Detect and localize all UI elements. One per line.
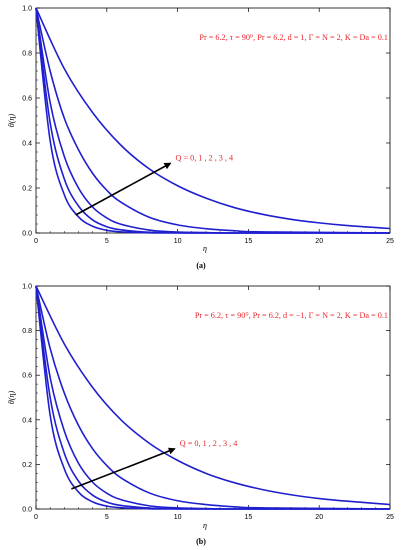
x-axis-label: η	[203, 521, 207, 530]
y-tick-label: 0.6	[22, 96, 32, 103]
panel-label: (b)	[196, 537, 206, 546]
x-tick-label: 0	[34, 238, 38, 245]
series-line-3	[35, 285, 391, 510]
x-tick-label: 10	[174, 514, 182, 521]
trend-arrow	[75, 162, 172, 216]
series-line-4	[35, 7, 391, 230]
series-line-2	[35, 7, 390, 234]
arrow-label: Q = 0, 1 , 2 , 3 , 4	[180, 439, 238, 448]
y-tick-label: 0.8	[22, 328, 32, 335]
panel-label: (a)	[196, 261, 206, 270]
x-tick-label: 25	[386, 514, 394, 521]
y-tick-label: 1.0	[22, 284, 32, 291]
y-tick-label: 0.6	[22, 373, 32, 380]
x-tick-label: 25	[386, 238, 394, 245]
y-tick-label: 0.4	[22, 141, 32, 148]
chart-panel-b: 0 5 10 15 20 25 0.0 0.2 0.4 0.6 0.8 1.0 η θ(η) Q = 0, …	[7, 284, 394, 547]
x-tick-label: 15	[245, 514, 253, 521]
y-tick-label: 0.0	[22, 507, 32, 514]
series-line-2	[35, 285, 390, 510]
y-axis-label: θ(η)	[7, 114, 16, 128]
params-annotation: Pr = 6.2, τ = 90⁰, Pr = 6.2, d = 1, Γ = …	[199, 33, 388, 42]
chart-panel-a: 0 5 10 15 20 25 0.0 0.2 0.4 0.6 0.8 1.0 η θ(η) Q = 0, …	[7, 6, 394, 271]
x-tick-label: 20	[315, 514, 323, 521]
y-tick-label: 0.0	[22, 231, 32, 238]
x-tick-label: 10	[174, 238, 182, 245]
x-tick-label: 5	[105, 238, 109, 245]
x-tick-label: 5	[105, 514, 109, 521]
y-tick-label: 0.2	[22, 186, 32, 193]
x-tick-label: 20	[315, 238, 323, 245]
y-tick-label: 0.4	[22, 417, 32, 424]
x-tick-label: 15	[245, 238, 253, 245]
arrow-label: Q = 0, 1 , 2 , 3 , 4	[176, 153, 234, 162]
y-tick-label: 0.2	[22, 462, 32, 469]
series-line-3	[35, 7, 391, 234]
series-line-4	[35, 285, 391, 506]
params-annotation: Pr = 6.2, τ = 90⁰, Pr = 6.2, d = −1, Γ =…	[195, 311, 388, 320]
trend-arrow	[71, 447, 176, 490]
x-axis-label: η	[203, 244, 207, 253]
y-tick-label: 1.0	[22, 6, 32, 13]
y-axis-label: θ(η)	[7, 391, 16, 405]
y-tick-label: 0.8	[22, 51, 32, 58]
x-tick-label: 0	[34, 514, 38, 521]
